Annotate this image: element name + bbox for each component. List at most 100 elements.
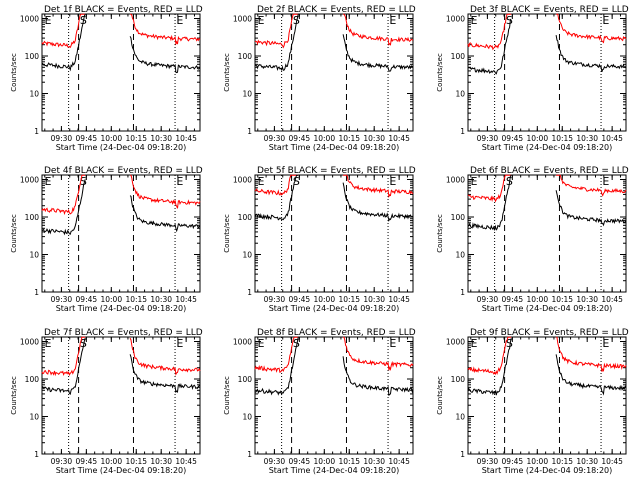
lld-series-line-pre (467, 336, 512, 376)
y-axis-label: Counts/sec (10, 53, 18, 92)
y-axis-label: Counts/sec (10, 214, 18, 253)
saa-marker: S (506, 337, 513, 350)
panel-4: Det 4f BLACK = Events, RED = LLD 1 10 100 10… (10, 166, 203, 313)
x-tick-label: 09:45 (502, 134, 524, 143)
lld-series-line-pre (467, 13, 512, 51)
x-tick-label: 10:00 (313, 134, 335, 143)
x-tick-label: 09:45 (289, 134, 311, 143)
panel-title: Det 4f BLACK = Events, RED = LLD (44, 166, 203, 176)
x-axis-label: Start Time (24-Dec-04 09:18:20) (56, 304, 187, 313)
saa-marker: S (80, 175, 87, 188)
events-series-line-post (555, 190, 627, 227)
events-series-line-pre (467, 174, 512, 232)
event-start-marker: E (44, 337, 51, 350)
event-end-marker: E (602, 14, 609, 27)
y-tick-label: 10 (242, 251, 252, 260)
x-tick-label: 09:30 (51, 295, 73, 304)
events-series-line-post (129, 354, 201, 394)
x-tick-label: 10:00 (313, 457, 335, 466)
y-tick-label: 100 (238, 52, 253, 61)
panel-5: Det 5f BLACK = Events, RED = LLD 1 10 100 10… (223, 166, 416, 313)
y-tick-label: 100 (238, 375, 253, 384)
y-tick-label: 100 (451, 52, 466, 61)
lld-series-line-post (343, 336, 414, 371)
events-series-line-pre (41, 337, 86, 395)
plot-frame (467, 336, 627, 455)
x-axis-label: Start Time (24-Dec-04 09:18:20) (482, 304, 613, 313)
x-tick-label: 10:30 (576, 457, 598, 466)
x-axis-label: Start Time (24-Dec-04 09:18:20) (269, 143, 400, 152)
lld-series-line-pre (254, 336, 299, 373)
x-tick-label: 10:00 (526, 295, 548, 304)
plot-frame (254, 174, 414, 293)
panel-9: Det 9f BLACK = Events, RED = LLD 1 10 100 10… (436, 328, 629, 475)
plot-frame (254, 336, 414, 455)
event-end-marker: E (176, 337, 183, 350)
y-tick-label: 1000 (233, 338, 252, 347)
y-tick-label: 1000 (446, 338, 465, 347)
x-tick-label: 09:45 (289, 295, 311, 304)
x-tick-label: 10:15 (125, 295, 147, 304)
y-tick-label: 10 (29, 413, 39, 422)
x-tick-label: 10:45 (388, 134, 410, 143)
y-axis-label: Counts/sec (10, 376, 18, 415)
y-tick-label: 1 (247, 450, 252, 459)
event-start-marker: E (470, 175, 477, 188)
plot-frame (254, 13, 414, 132)
x-tick-label: 10:15 (338, 134, 360, 143)
x-tick-label: 09:45 (502, 295, 524, 304)
x-tick-label: 10:30 (363, 457, 385, 466)
y-tick-label: 100 (451, 213, 466, 222)
events-series-line-pre (254, 337, 299, 396)
x-tick-label: 10:45 (388, 295, 410, 304)
x-tick-label: 09:45 (76, 295, 98, 304)
panel-8: Det 8f BLACK = Events, RED = LLD 1 10 100 10… (223, 328, 416, 475)
x-tick-label: 10:30 (363, 134, 385, 143)
saa-marker: S (293, 337, 300, 350)
x-tick-label: 10:45 (175, 457, 197, 466)
plot-frame (41, 13, 201, 132)
lld-series-line-pre (41, 336, 86, 377)
x-tick-label: 09:30 (477, 134, 499, 143)
events-series-line-post (342, 182, 414, 223)
x-axis-label: Start Time (24-Dec-04 09:18:20) (482, 466, 613, 475)
events-series-line-post (555, 354, 627, 396)
y-tick-label: 1 (34, 127, 39, 136)
x-axis-label: Start Time (24-Dec-04 09:18:20) (482, 143, 613, 152)
y-axis-label: Counts/sec (436, 214, 444, 253)
lld-series-line-post (129, 337, 201, 376)
x-tick-label: 10:15 (338, 295, 360, 304)
x-tick-label: 10:30 (363, 295, 385, 304)
lld-series-line-post (343, 174, 414, 199)
y-tick-label: 1000 (233, 176, 252, 185)
plot-frame (41, 336, 201, 455)
y-tick-label: 10 (29, 90, 39, 99)
plot-frame (467, 13, 627, 132)
x-tick-label: 10:00 (526, 134, 548, 143)
x-tick-label: 10:15 (338, 457, 360, 466)
y-tick-label: 1 (460, 127, 465, 136)
panel-1: Det 1f BLACK = Events, RED = LLD 1 10 100 10… (10, 5, 203, 152)
x-tick-label: 10:30 (576, 134, 598, 143)
x-tick-label: 09:45 (289, 457, 311, 466)
y-tick-label: 100 (25, 52, 40, 61)
event-end-marker: E (176, 14, 183, 27)
y-tick-label: 1000 (20, 176, 39, 185)
panel-2: Det 2f BLACK = Events, RED = LLD 1 10 100 10… (223, 5, 416, 152)
events-series-line-post (129, 36, 201, 74)
saa-marker: S (506, 14, 513, 27)
x-tick-label: 10:45 (175, 295, 197, 304)
y-tick-label: 10 (455, 251, 465, 260)
event-end-marker: E (389, 14, 396, 27)
x-tick-label: 09:30 (51, 134, 73, 143)
event-end-marker: E (389, 337, 396, 350)
y-tick-label: 1 (460, 288, 465, 297)
y-tick-label: 1000 (233, 15, 252, 24)
y-axis-label: Counts/sec (436, 53, 444, 92)
event-start-marker: E (44, 14, 51, 27)
x-tick-label: 09:30 (51, 457, 73, 466)
x-tick-label: 10:15 (125, 134, 147, 143)
lld-series-line-post (130, 174, 201, 209)
events-series-line-post (342, 356, 414, 396)
x-tick-label: 09:45 (76, 134, 98, 143)
